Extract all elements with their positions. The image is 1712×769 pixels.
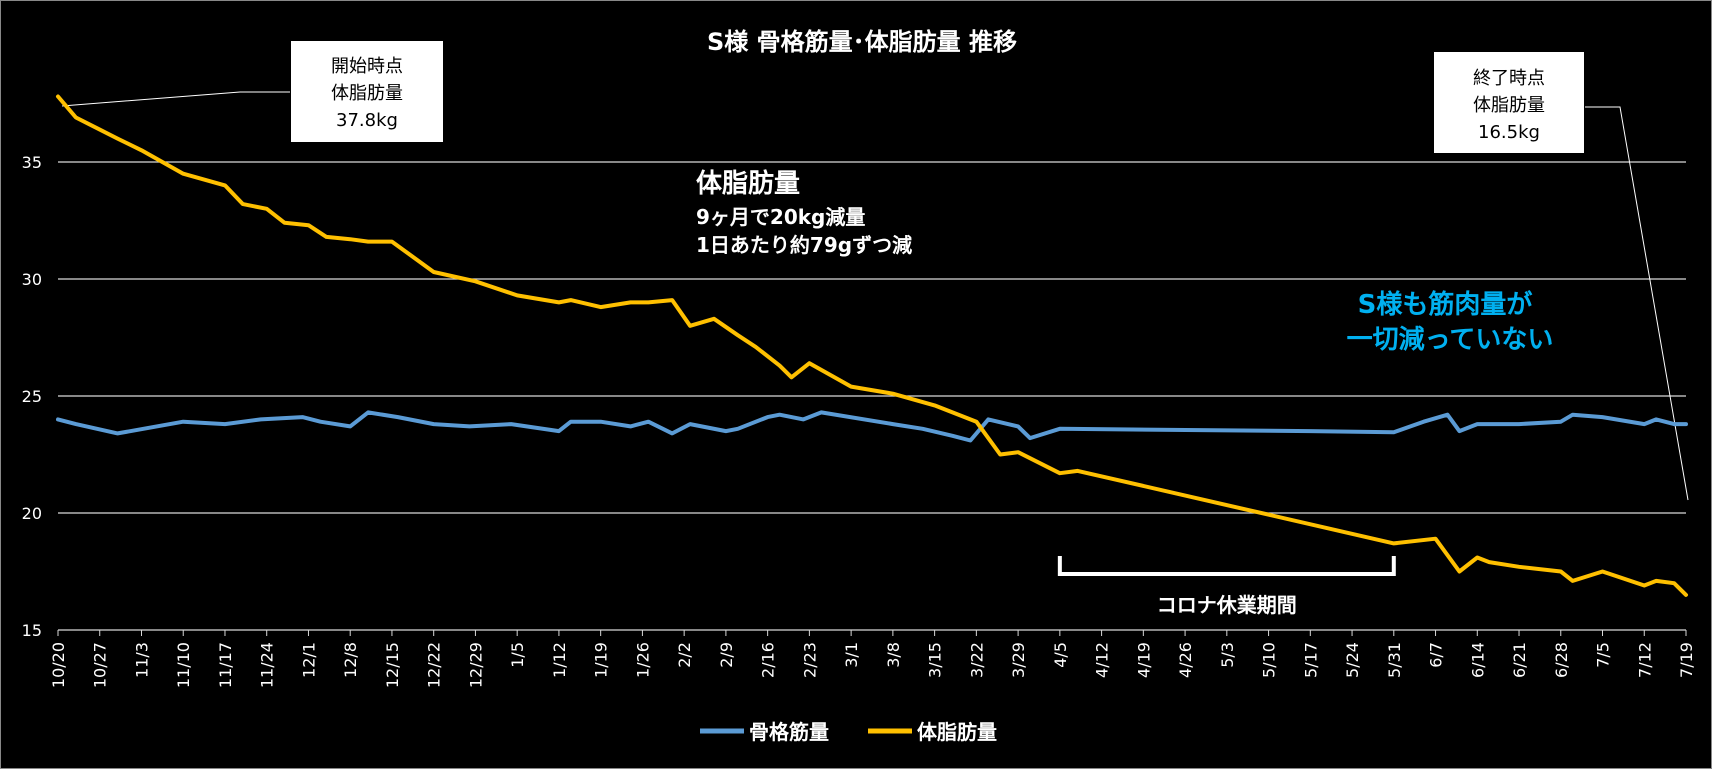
- start-callout-box: [291, 41, 443, 142]
- fat-note-heading: 体脂肪量: [696, 169, 800, 199]
- x-axis-ticks: 10/20 10/27 11/3 11/10 11/17 11/24 12/1 12/8 12/…: [49, 630, 1696, 688]
- y-tick-label: 15: [22, 621, 42, 640]
- start-callout-line2: 体脂肪量: [331, 83, 403, 104]
- x-tick-label: 3/8: [884, 642, 903, 668]
- muscle-note-line1: S様も筋肉量が: [1358, 289, 1533, 320]
- muscle-note-line2: 一切減っていない: [1347, 325, 1554, 355]
- x-tick-label: 5/31: [1385, 642, 1404, 678]
- x-tick-label: 4/26: [1176, 642, 1195, 678]
- x-tick-label: 1/26: [633, 642, 652, 678]
- x-tick-label: 3/1: [842, 642, 861, 668]
- x-tick-label: 11/24: [258, 642, 277, 688]
- x-tick-label: 4/12: [1093, 642, 1112, 678]
- x-tick-label: 12/8: [341, 642, 360, 678]
- series-line-muscle: [56, 410, 1688, 443]
- x-tick-label: 11/3: [132, 642, 151, 678]
- y-tick-label: 25: [22, 387, 42, 406]
- y-tick-label: 35: [22, 153, 42, 172]
- x-tick-label: 5/3: [1218, 642, 1237, 668]
- legend: 骨格筋量 体脂肪量: [700, 720, 997, 744]
- x-tick-label: 4/5: [1051, 642, 1070, 668]
- covid-label: コロナ休業期間: [1157, 593, 1297, 617]
- x-tick-label: 12/29: [466, 642, 485, 688]
- y-tick-label: 30: [22, 270, 42, 289]
- x-tick-label: 4/19: [1134, 642, 1153, 678]
- series-line-fat: [56, 94, 1688, 597]
- end-callout: 終了時点 体脂肪量 16.5kg: [1434, 52, 1689, 501]
- end-callout-line2: 体脂肪量: [1473, 95, 1545, 116]
- y-tick-label: 20: [22, 504, 42, 523]
- x-tick-label: 12/1: [299, 642, 318, 678]
- x-tick-label: 1/19: [592, 642, 611, 678]
- x-tick-label: 6/7: [1427, 642, 1446, 668]
- x-tick-label: 7/12: [1635, 642, 1654, 678]
- end-callout-line1: 終了時点: [1473, 68, 1545, 89]
- grid-layer: [58, 161, 1686, 631]
- start-callout-line3: 37.8kg: [336, 110, 398, 131]
- x-tick-label: 1/5: [508, 642, 527, 668]
- covid-bracket: [1057, 556, 1396, 576]
- fat-note-line2: 9ヶ月で20kg減量: [696, 205, 865, 229]
- chart-title: S様 骨格筋量･体脂肪量 推移: [707, 28, 1017, 56]
- x-tick-label: 2/9: [717, 642, 736, 668]
- x-tick-label: 6/14: [1468, 642, 1487, 678]
- x-tick-label: 2/16: [759, 642, 778, 678]
- x-tick-label: 5/24: [1343, 642, 1362, 678]
- x-tick-label: 3/29: [1009, 642, 1028, 678]
- end-callout-box: [1434, 52, 1584, 153]
- x-tick-label: 11/10: [174, 642, 193, 688]
- x-tick-label: 2/2: [675, 642, 694, 668]
- x-tick-label: 7/19: [1677, 642, 1696, 678]
- x-tick-label: 11/17: [216, 642, 235, 688]
- end-callout-leader: [1585, 106, 1689, 501]
- x-tick-label: 6/28: [1552, 642, 1571, 678]
- legend-label-fat: 体脂肪量: [917, 720, 997, 744]
- legend-label-muscle: 骨格筋量: [749, 720, 829, 744]
- x-tick-label: 3/22: [967, 642, 986, 678]
- x-tick-label: 1/12: [550, 642, 569, 678]
- x-tick-label: 5/17: [1301, 642, 1320, 678]
- x-tick-label: 10/27: [91, 642, 110, 688]
- start-callout-line1: 開始時点: [331, 56, 403, 77]
- x-tick-label: 3/15: [926, 642, 945, 678]
- start-callout: 開始時点 体脂肪量 37.8kg: [61, 41, 443, 142]
- x-tick-label: 12/15: [383, 642, 402, 688]
- x-tick-label: 12/22: [425, 642, 444, 688]
- series-layer: [56, 94, 1688, 597]
- x-tick-label: 7/5: [1594, 642, 1613, 668]
- x-tick-label: 10/20: [49, 642, 68, 688]
- end-callout-line3: 16.5kg: [1478, 122, 1540, 143]
- fat-note-line3: 1日あたり約79gずつ減: [696, 233, 912, 257]
- x-tick-label: 2/23: [800, 642, 819, 678]
- x-tick-label: 5/10: [1260, 642, 1279, 678]
- y-axis-ticks: 15 20 25 30 35: [22, 153, 42, 640]
- start-callout-leader: [61, 91, 290, 107]
- x-tick-label: 6/21: [1510, 642, 1529, 678]
